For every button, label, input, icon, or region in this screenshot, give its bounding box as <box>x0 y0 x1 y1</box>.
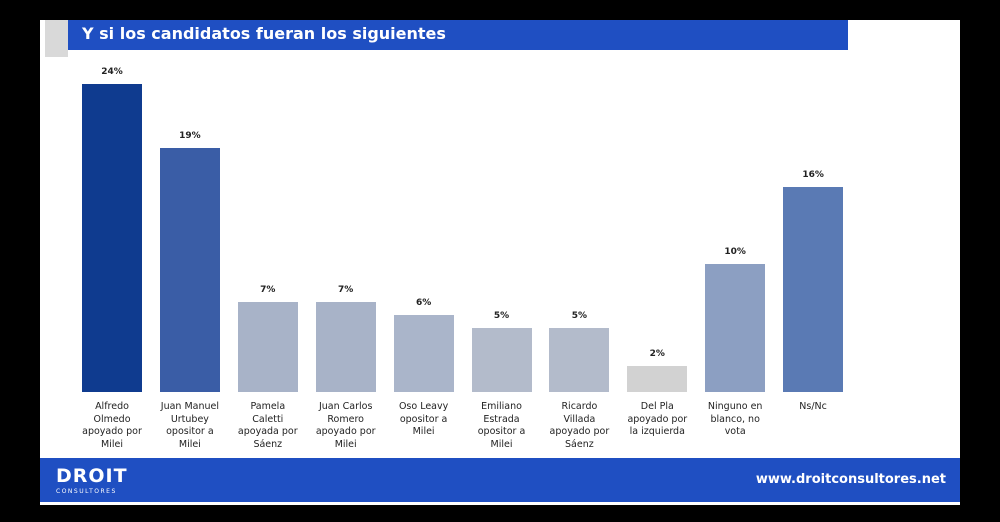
bar <box>627 366 688 392</box>
logo-sub: CONSULTORES <box>56 488 117 495</box>
bar <box>159 148 220 392</box>
value-label: 19% <box>179 131 201 142</box>
footer: DROIT CONSULTORES www.droitconsultores.n… <box>40 458 960 502</box>
slide: Y si los candidatos fueran los siguiente… <box>40 20 960 505</box>
x-tick-label: Alfredo Olmedo apoyado por Milei <box>82 401 142 450</box>
url: www.droitconsultores.net <box>755 472 946 487</box>
bar <box>783 186 844 392</box>
value-label: 7% <box>260 285 276 296</box>
value-label: 5% <box>571 310 588 321</box>
x-tick-label: Ricardo Villada apoyado por Sáenz <box>549 401 610 450</box>
bar <box>237 302 298 392</box>
bar <box>315 302 376 392</box>
value-label: 24% <box>101 67 123 77</box>
logo: DROIT <box>56 465 128 487</box>
title-tab <box>45 20 68 57</box>
bar <box>393 315 454 392</box>
bar <box>705 263 766 392</box>
x-tick-label: Del Pla apoyado por la izquierda <box>627 401 688 437</box>
value-label: 16% <box>802 169 824 180</box>
x-tick-label: Juan Manuel Urtubey opositor a Milei <box>160 401 219 450</box>
plot: 24% Alfredo Olmedo apoyado por Milei 19% Ju… <box>40 20 960 458</box>
bar <box>82 84 142 392</box>
value-label: 5% <box>493 310 510 321</box>
x-tick-label: Oso Leavy opositor a Milei <box>398 401 449 437</box>
x-tick-label: Pamela Caletti apoyada por Sáenz <box>237 401 298 450</box>
value-label: 7% <box>338 285 354 296</box>
x-tick-label: Emiliano Estrada opositor a Milei <box>477 401 526 450</box>
bar <box>471 327 532 392</box>
value-label: 2% <box>649 349 665 360</box>
x-tick-label: Ns/Nc <box>799 401 827 412</box>
x-tick-label: Juan Carlos Romero apoyado por Milei <box>315 401 376 450</box>
bar <box>549 327 610 392</box>
value-label: 6% <box>415 298 432 308</box>
value-label: 10% <box>724 246 746 257</box>
x-tick-label: Ninguno en blanco, no vota <box>707 401 763 437</box>
chart-title: Y si los candidatos fueran los siguiente… <box>68 20 848 50</box>
